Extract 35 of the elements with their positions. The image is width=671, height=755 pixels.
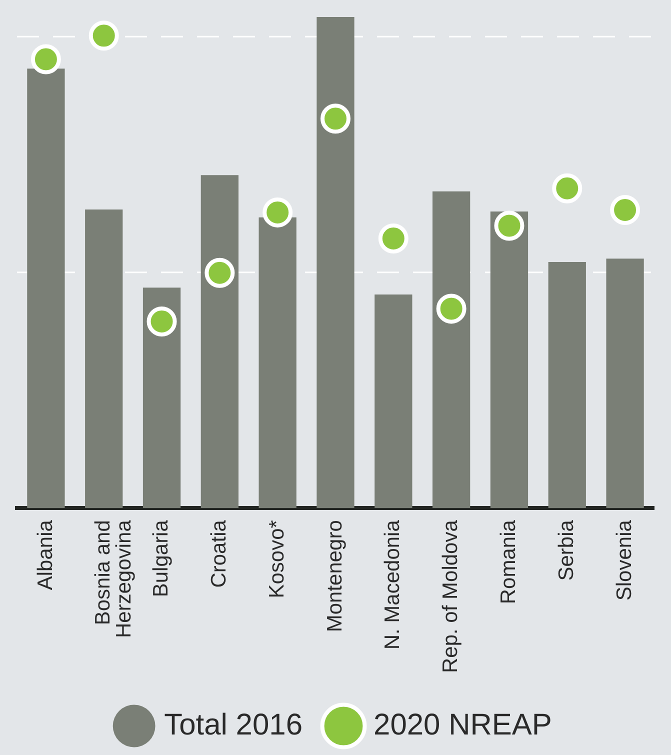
point <box>610 194 640 225</box>
x-tick-label: Albania <box>34 520 57 590</box>
x-tick-label: Bosnia and Herzegovina <box>92 520 136 638</box>
point <box>204 258 235 288</box>
bar <box>490 211 528 508</box>
point <box>88 20 119 51</box>
x-tick-label: Romania <box>497 520 520 604</box>
point <box>436 294 466 324</box>
point <box>320 104 350 134</box>
x-tick-label: Bulgaria <box>150 520 173 598</box>
bar <box>85 210 123 508</box>
x-tick-label: Rep. of Moldova <box>439 520 462 674</box>
bar <box>27 68 65 508</box>
point <box>378 223 408 254</box>
point <box>494 210 524 241</box>
x-tick-label: Croatia <box>207 520 230 588</box>
bar <box>258 217 296 508</box>
point <box>146 306 177 336</box>
bar <box>606 258 644 508</box>
x-tick-label: Slovenia <box>612 520 636 601</box>
point <box>30 44 61 74</box>
bar <box>316 17 354 508</box>
x-tick-label: Montenegro <box>323 520 346 632</box>
bar <box>432 191 470 508</box>
bar <box>374 294 412 508</box>
bar <box>142 288 181 508</box>
x-tick-label: N. Macedonia <box>381 520 404 650</box>
legend-label: 2020 NREAP <box>374 708 552 742</box>
legend-label: Total 2016 <box>164 708 303 742</box>
x-tick-label: Kosovo* <box>265 520 288 598</box>
point <box>552 173 582 204</box>
point <box>262 197 293 228</box>
bar <box>548 262 586 508</box>
bar <box>200 175 239 508</box>
x-tick-label: Serbia <box>554 520 578 581</box>
